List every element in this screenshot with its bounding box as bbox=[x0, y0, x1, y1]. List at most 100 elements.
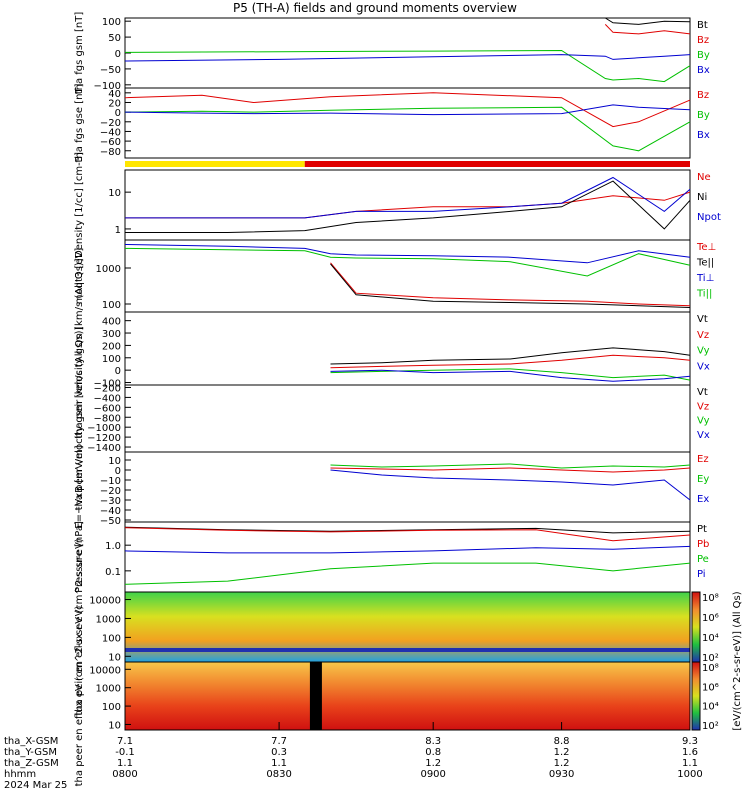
y-tick-label: −50 bbox=[100, 65, 121, 76]
series-line bbox=[330, 463, 691, 469]
y-tick-label: −1000 bbox=[87, 423, 121, 434]
panel-frame bbox=[124, 17, 691, 89]
series-line bbox=[124, 106, 691, 152]
y-tick-label: 400 bbox=[102, 317, 121, 328]
legend-entry: Ti|| bbox=[696, 289, 712, 300]
y-tick-label: −100 bbox=[94, 81, 121, 92]
series-line bbox=[605, 17, 691, 25]
y-tick-label: 300 bbox=[102, 329, 121, 340]
colorbar-label: [eV/(cm^2-s-sr-eV)] (All Qs) bbox=[732, 591, 743, 730]
x-axis-value: 1000 bbox=[677, 769, 702, 780]
series-line bbox=[124, 526, 691, 534]
series-line bbox=[124, 545, 691, 554]
legend-entry: Vt bbox=[697, 314, 708, 325]
series-line bbox=[124, 247, 691, 277]
series-line bbox=[124, 92, 691, 128]
y-tick-label: 100 bbox=[102, 702, 121, 713]
y-tick-label: 0 bbox=[115, 108, 121, 119]
y-axis-label: Density [1/cc] [cm-3] bbox=[74, 152, 85, 258]
x-axis-value: 7.1 bbox=[117, 736, 133, 747]
y-tick-label: −400 bbox=[94, 393, 121, 404]
y-tick-label: −100 bbox=[94, 379, 121, 390]
y-tick-label: 1.0 bbox=[105, 541, 121, 552]
x-axis-value: 0830 bbox=[266, 769, 291, 780]
y-axis-label: E=−VxB [mV/m] bbox=[74, 445, 85, 528]
series-line bbox=[124, 244, 691, 264]
y-tick-label: 50 bbox=[108, 33, 121, 44]
legend-entry: Bx bbox=[697, 65, 710, 76]
panel-frame bbox=[124, 169, 691, 241]
y-axis-label: moqt3 [eV] bbox=[74, 248, 85, 305]
legend-entry: Vy bbox=[697, 346, 710, 357]
y-tick-label: 1000 bbox=[96, 684, 121, 695]
x-axis-value: -0.1 bbox=[115, 747, 135, 758]
status-segment bbox=[304, 161, 690, 167]
colorbar-tick: 10⁶ bbox=[702, 682, 719, 693]
x-axis-value: 1.6 bbox=[682, 747, 698, 758]
legend-entry: Ne bbox=[697, 172, 711, 183]
legend-entry: Vx bbox=[697, 430, 710, 441]
series-line bbox=[125, 180, 691, 233]
series-line bbox=[604, 24, 691, 35]
series-line bbox=[125, 191, 691, 219]
series-line bbox=[330, 467, 691, 473]
x-axis-value: 1.1 bbox=[682, 758, 698, 769]
y-tick-label: −40 bbox=[100, 127, 121, 138]
y-axis-label: Pressure [nPa] bbox=[74, 521, 85, 593]
x-axis-value: 1.1 bbox=[271, 758, 287, 769]
y-tick-label: −10 bbox=[100, 476, 121, 487]
series-line bbox=[124, 527, 691, 542]
legend-entry: Bz bbox=[697, 90, 709, 101]
colorbar-tick: 10² bbox=[702, 721, 719, 732]
legend-entry: Ti⊥ bbox=[696, 273, 714, 284]
y-tick-label: 100 bbox=[102, 354, 121, 365]
series-line bbox=[330, 369, 691, 382]
y-tick-label: 10 bbox=[108, 720, 121, 731]
y-tick-label: 1 bbox=[115, 225, 121, 236]
series-line bbox=[124, 104, 691, 116]
spectrogram-band bbox=[125, 648, 690, 652]
x-axis-value: 0800 bbox=[112, 769, 137, 780]
legend-entry: Vz bbox=[697, 330, 709, 341]
legend-entry: Ez bbox=[697, 454, 709, 465]
y-tick-label: 100 bbox=[102, 633, 121, 644]
x-axis-value: 7.7 bbox=[271, 736, 287, 747]
series-line bbox=[124, 562, 691, 585]
y-tick-label: −30 bbox=[100, 496, 121, 507]
legend-entry: Ey bbox=[697, 474, 709, 485]
y-axis-label: tha peir velocity gsm [km/s (All Qs)] bbox=[74, 258, 85, 439]
y-tick-label: −1400 bbox=[87, 443, 121, 454]
x-axis-row-label: tha_Z-GSM bbox=[4, 758, 59, 769]
x-axis-row-label: tha_X-GSM bbox=[4, 736, 58, 747]
series-line bbox=[125, 176, 691, 219]
legend-entry: Bz bbox=[697, 35, 709, 46]
y-tick-label: −60 bbox=[100, 137, 121, 148]
y-tick-label: 0 bbox=[115, 49, 121, 60]
y-tick-label: 100 bbox=[102, 17, 121, 28]
y-tick-label: 20 bbox=[108, 98, 121, 109]
legend-entry: Ni bbox=[697, 192, 707, 203]
x-axis-row-label: hhmm bbox=[4, 769, 36, 780]
x-axis-value: 0.8 bbox=[425, 747, 441, 758]
legend-entry: Npot bbox=[697, 212, 721, 223]
y-tick-label: −80 bbox=[100, 147, 121, 158]
series-line bbox=[124, 54, 691, 62]
y-tick-label: −20 bbox=[100, 118, 121, 129]
y-tick-label: −600 bbox=[94, 403, 121, 414]
series-line bbox=[330, 263, 691, 308]
y-tick-label: 10000 bbox=[89, 596, 121, 607]
panel-frame bbox=[124, 661, 691, 731]
x-axis-value: 9.3 bbox=[682, 736, 698, 747]
panel-frame bbox=[124, 384, 691, 453]
legend-entry: Vx bbox=[697, 361, 710, 372]
x-axis-value: 1.1 bbox=[117, 758, 133, 769]
y-tick-label: 0 bbox=[115, 366, 121, 377]
series-line bbox=[330, 368, 691, 381]
legend-entry: Pb bbox=[697, 539, 709, 550]
legend-entry: By bbox=[697, 110, 710, 121]
x-axis-value: 0930 bbox=[549, 769, 574, 780]
x-axis-row-label: tha_Y-GSM bbox=[4, 747, 57, 758]
x-axis-value: 1.2 bbox=[554, 747, 570, 758]
series-line bbox=[330, 262, 691, 307]
